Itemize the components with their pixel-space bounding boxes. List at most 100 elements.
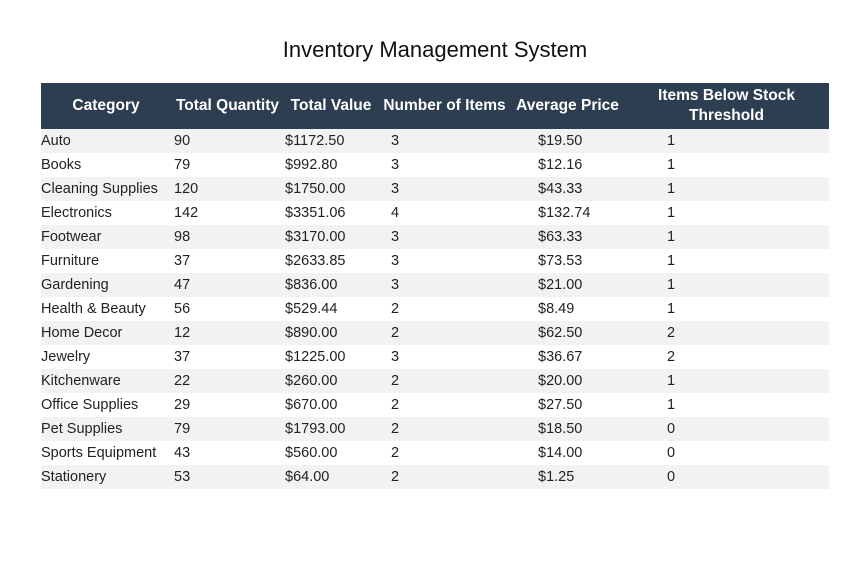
table-row: Stationery 53 $64.00 2 $1.25 0 (41, 465, 829, 489)
cell-total-value: $670.00 (285, 397, 338, 413)
cell-category: Health & Beauty (41, 301, 146, 317)
cell-total-value: $260.00 (285, 373, 338, 389)
cell-category: Pet Supplies (41, 421, 123, 437)
cell-total-value: $1793.00 (285, 421, 346, 437)
cell-category: Footwear (41, 229, 102, 245)
cell-total-quantity: 142 (174, 205, 199, 221)
table-row: Gardening 47 $836.00 3 $21.00 1 (41, 273, 829, 297)
cell-total-quantity: 79 (174, 157, 191, 173)
table-row: Auto 90 $1172.50 3 $19.50 1 (41, 129, 829, 153)
cell-total-quantity: 22 (174, 373, 191, 389)
cell-total-quantity: 37 (174, 349, 191, 365)
cell-total-value: $836.00 (285, 277, 338, 293)
cell-number-of-items: 3 (391, 133, 400, 149)
cell-items-below-threshold: 1 (667, 229, 676, 245)
cell-average-price: $21.00 (538, 277, 583, 293)
cell-total-quantity: 12 (174, 325, 191, 341)
table-row: Home Decor 12 $890.00 2 $62.50 2 (41, 321, 829, 345)
cell-number-of-items: 3 (391, 181, 400, 197)
cell-category: Stationery (41, 469, 107, 485)
cell-total-value: $1750.00 (285, 181, 346, 197)
cell-average-price: $19.50 (538, 133, 583, 149)
cell-category: Home Decor (41, 325, 123, 341)
cell-total-value: $992.80 (285, 157, 338, 173)
cell-total-quantity: 37 (174, 253, 191, 269)
cell-total-quantity: 98 (174, 229, 191, 245)
cell-number-of-items: 2 (391, 469, 400, 485)
table-row: Kitchenware 22 $260.00 2 $20.00 1 (41, 369, 829, 393)
cell-total-quantity: 53 (174, 469, 191, 485)
cell-total-quantity: 47 (174, 277, 191, 293)
cell-average-price: $27.50 (538, 397, 583, 413)
table-row: Electronics 142 $3351.06 4 $132.74 1 (41, 201, 829, 225)
table-row: Health & Beauty 56 $529.44 2 $8.49 1 (41, 297, 829, 321)
header-total-value: Total Value (290, 97, 372, 114)
cell-category: Furniture (41, 253, 100, 269)
cell-total-value: $2633.85 (285, 253, 346, 269)
table-row: Jewelry 37 $1225.00 3 $36.67 2 (41, 345, 829, 369)
cell-number-of-items: 3 (391, 349, 400, 365)
cell-items-below-threshold: 0 (667, 421, 676, 437)
cell-total-value: $560.00 (285, 445, 338, 461)
cell-average-price: $62.50 (538, 325, 583, 341)
cell-category: Cleaning Supplies (41, 181, 158, 197)
cell-items-below-threshold: 1 (667, 133, 676, 149)
cell-items-below-threshold: 1 (667, 277, 676, 293)
header-number-of-items: Number of Items (383, 97, 506, 114)
cell-total-quantity: 56 (174, 301, 191, 317)
cell-average-price: $36.67 (538, 349, 583, 365)
cell-number-of-items: 3 (391, 157, 400, 173)
header-category: Category (72, 97, 140, 114)
cell-category: Electronics (41, 205, 112, 221)
cell-number-of-items: 3 (391, 277, 400, 293)
cell-category: Jewelry (41, 349, 91, 365)
table-row: Sports Equipment 43 $560.00 2 $14.00 0 (41, 441, 829, 465)
cell-items-below-threshold: 1 (667, 157, 676, 173)
cell-total-value: $3351.06 (285, 205, 346, 221)
cell-number-of-items: 2 (391, 325, 400, 341)
cell-number-of-items: 2 (391, 397, 400, 413)
inventory-table: Category Total Quantity Total Value Numb… (41, 83, 829, 489)
cell-total-quantity: 29 (174, 397, 191, 413)
cell-average-price: $1.25 (538, 469, 575, 485)
header-items-below-threshold: Items Below Stock Threshold (658, 87, 795, 124)
cell-items-below-threshold: 1 (667, 253, 676, 269)
cell-total-quantity: 120 (174, 181, 199, 197)
cell-items-below-threshold: 1 (667, 301, 676, 317)
cell-category: Books (41, 157, 82, 173)
cell-number-of-items: 4 (391, 205, 400, 221)
cell-total-quantity: 79 (174, 421, 191, 437)
header-total-quantity: Total Quantity (175, 97, 280, 114)
cell-average-price: $18.50 (538, 421, 583, 437)
cell-items-below-threshold: 2 (667, 325, 676, 341)
cell-category: Auto (41, 133, 71, 149)
cell-number-of-items: 2 (391, 445, 400, 461)
cell-total-value: $3170.00 (285, 229, 346, 245)
table-row: Books 79 $992.80 3 $12.16 1 (41, 153, 829, 177)
table-row: Cleaning Supplies 120 $1750.00 3 $43.33 1 (41, 177, 829, 201)
cell-category: Gardening (41, 277, 109, 293)
cell-total-value: $890.00 (285, 325, 338, 341)
cell-items-below-threshold: 0 (667, 469, 676, 485)
table-row: Footwear 98 $3170.00 3 $63.33 1 (41, 225, 829, 249)
cell-items-below-threshold: 1 (667, 181, 676, 197)
cell-total-value: $1225.00 (285, 349, 346, 365)
cell-items-below-threshold: 1 (667, 205, 676, 221)
cell-average-price: $43.33 (538, 181, 583, 197)
cell-average-price: $20.00 (538, 373, 583, 389)
cell-total-quantity: 43 (174, 445, 191, 461)
cell-average-price: $8.49 (538, 301, 575, 317)
cell-number-of-items: 2 (391, 421, 400, 437)
cell-total-value: $64.00 (285, 469, 330, 485)
cell-average-price: $63.33 (538, 229, 583, 245)
cell-average-price: $73.53 (538, 253, 583, 269)
page-title: Inventory Management System (282, 37, 588, 62)
cell-items-below-threshold: 1 (667, 397, 676, 413)
table-row: Office Supplies 29 $670.00 2 $27.50 1 (41, 393, 829, 417)
cell-category: Sports Equipment (41, 445, 157, 461)
cell-category: Office Supplies (41, 397, 139, 413)
cell-items-below-threshold: 1 (667, 373, 676, 389)
header-average-price: Average Price (516, 97, 619, 114)
table-header-row: Category Total Quantity Total Value Numb… (41, 83, 829, 129)
cell-items-below-threshold: 0 (667, 445, 676, 461)
